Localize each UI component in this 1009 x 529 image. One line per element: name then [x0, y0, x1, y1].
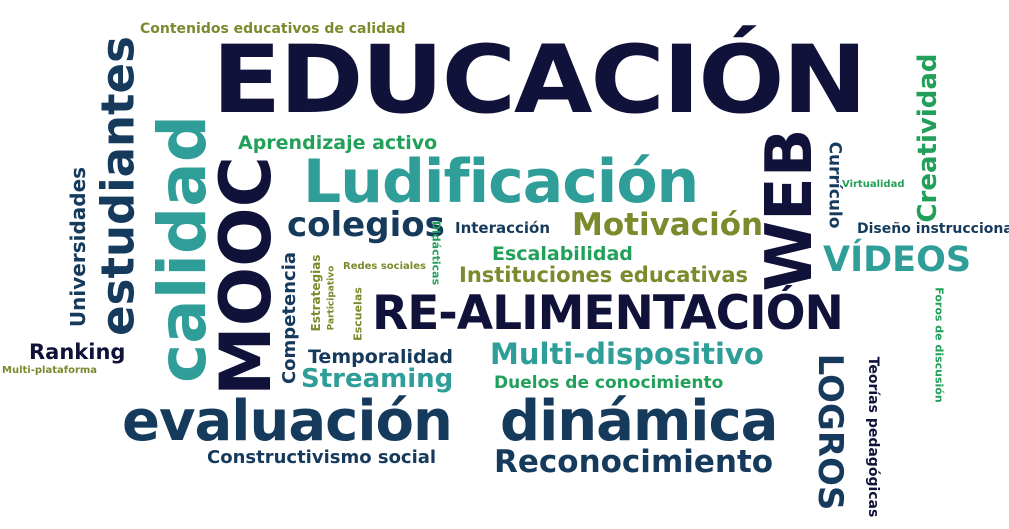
- word-diseno: Diseño instruccional: [857, 221, 1009, 237]
- word-ranking: Ranking: [29, 340, 126, 364]
- word-constructivismo: Constructivismo social: [207, 447, 437, 468]
- word-educacion: EDUCACIÓN: [212, 26, 867, 135]
- word-escuelas: Escuelas: [351, 287, 365, 341]
- word-web: WEB: [753, 128, 827, 292]
- word-aprendizaje: Aprendizaje activo: [238, 132, 438, 154]
- word-colegios: colegios: [287, 205, 445, 245]
- word-participativo: Participativo: [326, 265, 337, 331]
- word-teorias: Teorías pedagógicas: [865, 356, 881, 518]
- word-streaming: Streaming: [301, 364, 454, 394]
- word-realimentacion: RE-ALIMENTACIÓN: [372, 286, 844, 341]
- word-redes: Redes sociales: [343, 261, 426, 272]
- word-creatividad: Creatividad: [913, 53, 943, 223]
- word-mooc: MOOC: [205, 155, 287, 397]
- word-duelos: Duelos de conocimiento: [494, 373, 724, 393]
- word-evaluacion: evaluación: [122, 389, 453, 454]
- word-multidispositivo: Multi-dispositivo: [490, 337, 764, 371]
- word-dinamica: dinámica: [500, 389, 778, 454]
- word-universidades: Universidades: [66, 166, 90, 328]
- word-temporalidad: Temporalidad: [308, 346, 454, 368]
- word-foros: Foros de discusión: [932, 287, 946, 403]
- word-didacticas: Didácticas: [429, 220, 443, 286]
- word-estrategias: Estrategias: [309, 254, 323, 332]
- word-instituciones: Instituciones educativas: [459, 263, 749, 287]
- word-videos: VÍDEOS: [823, 240, 972, 280]
- word-multiplataforma: Multi-plataforma: [2, 365, 98, 376]
- word-competencia: Competencia: [279, 251, 300, 385]
- word-contenidos: Contenidos educativos de calidad: [140, 21, 406, 37]
- word-curriculo: Currículo: [824, 141, 845, 229]
- word-motivacion: Motivación: [572, 207, 764, 243]
- word-interaccion: Interacción: [455, 219, 551, 237]
- word-virtualidad: Virtualidad: [842, 179, 905, 190]
- word-estudiantes: estudiantes: [91, 36, 145, 336]
- word-escalabilidad: Escalabilidad: [492, 243, 633, 265]
- word-ludificacion: Ludificación: [303, 147, 699, 217]
- word-logros: LOGROS: [810, 353, 850, 511]
- word-reconocimiento: Reconocimiento: [494, 444, 774, 480]
